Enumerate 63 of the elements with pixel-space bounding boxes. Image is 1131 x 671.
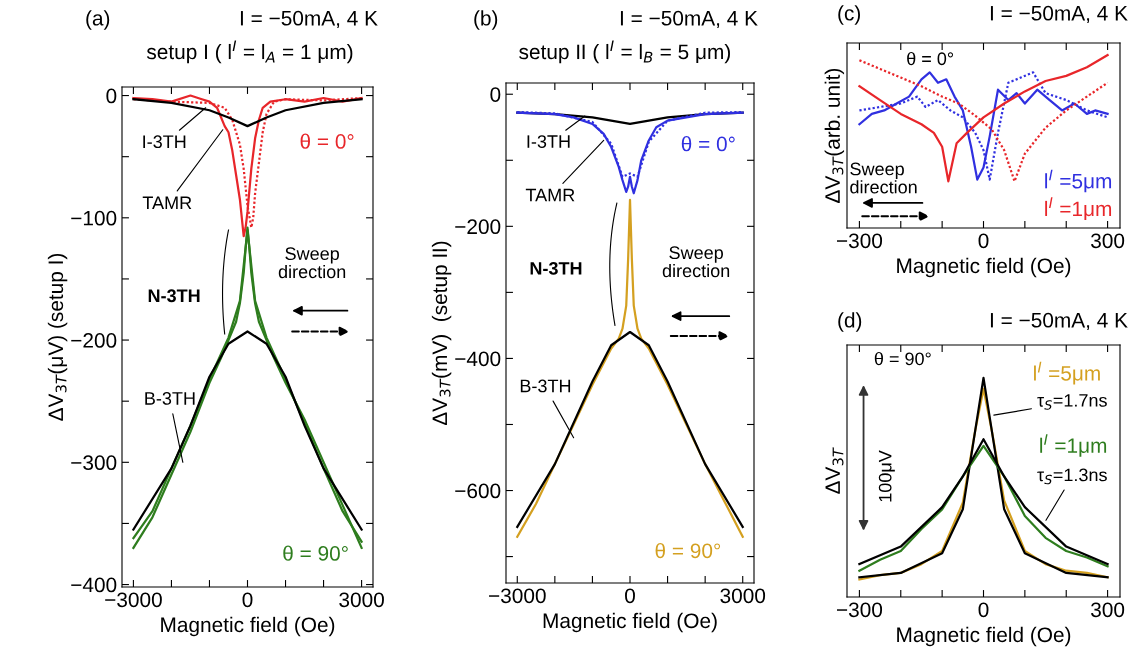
text: (d) [838,312,862,332]
annotation: Sweep direction [662,246,730,278]
annotation: N-3TH [530,261,582,275]
y-tick-label: −100 [71,210,117,226]
text: l$^{I}$ =1μm [1045,197,1112,220]
y-tick-label: −200 [71,333,117,348]
chart-subtitle: setup I ( l$^{I}$ = l$_{A}$ = 1 μm) [146,40,353,64]
x-axis-title: Magnetic field (Oe) [897,626,1071,647]
x-tick-label: 300 [1091,233,1125,249]
y-tick-label: −400 [71,577,117,593]
annotation: 100μV [878,450,895,502]
annotation: B-3TH [145,392,195,405]
annotation: τ$_{S}$=1.3ns [1037,468,1107,485]
x-tick-label: −3000 [105,592,162,608]
series-label: θ = 0° [300,133,354,149]
y-tick-label: −400 [455,351,501,367]
annotation: TAMR [142,196,192,210]
y-axis-title: ΔV$_{3T}$(arb. unit) [824,68,845,203]
annotation: TAMR [525,188,575,202]
x-tick-label: 0 [625,588,635,604]
annotation: Sweep direction [850,162,917,194]
text: (a) [86,10,110,30]
x-axis-title: Magnetic field (Oe) [543,612,717,633]
series-label: θ = 90° [283,545,348,561]
series-label: θ = 90° [655,542,721,559]
series-label: l$^{I}$ =1μm [1040,434,1107,457]
y-tick-label: −600 [455,483,501,499]
y-tick-label: 0 [490,87,501,102]
y-axis-title: ΔV$_{3T}$(μV) (setup I) [47,253,68,421]
x-tick-label: 0 [242,592,253,608]
text: (b) [474,10,498,30]
annotation: N-3TH [148,289,200,303]
text: l$^{I}$ =5μm [1045,169,1112,193]
chart-subtitle: setup II ( l$^{I}$ = l$_{B}$ = 5 μm) [519,40,730,64]
y-axis-title: ΔV$_{3T}$ [825,447,844,494]
annotation: τ$_{S}$=1.7ns [1037,394,1107,410]
annotation: I-3TH [143,135,186,149]
x-tick-label: 3000 [720,588,766,604]
text: θ = 90° [874,351,931,366]
chart-title: I = −50mA, 4 K [990,5,1128,24]
annotation: θ = 0° [907,51,953,66]
y-tick-label: −200 [455,219,501,235]
y-axis-title: ΔV$_{3T}$(mV) (setup II) [431,241,452,426]
x-tick-label: 0 [978,602,989,618]
y-tick-label: −300 [71,455,117,471]
text: l$^{I}$ =5μm [1034,361,1100,385]
y-tick-label: 0 [106,88,117,104]
annotation: Sweep direction [278,247,346,279]
x-tick-label: 300 [1091,602,1125,618]
x-tick-label: −300 [836,233,883,249]
chart-title: I = −50mA, 4 K [620,10,758,29]
series-label: θ = 0° [681,136,735,152]
annotation: B-3TH [520,379,571,393]
x-tick-label: 0 [978,233,989,249]
x-axis-title: Magnetic field (Oe) [897,257,1071,278]
annotation: I-3TH [527,135,570,148]
x-axis-title: Magnetic field (Oe) [161,616,335,637]
chart-title: I = −50mA, 4 K [240,10,378,29]
chart-title: I = −50mA, 4 K [990,312,1128,331]
text: (c) [838,5,860,25]
x-tick-label: 3000 [339,592,384,608]
x-tick-label: −300 [836,602,883,618]
x-tick-label: −3000 [489,588,546,604]
